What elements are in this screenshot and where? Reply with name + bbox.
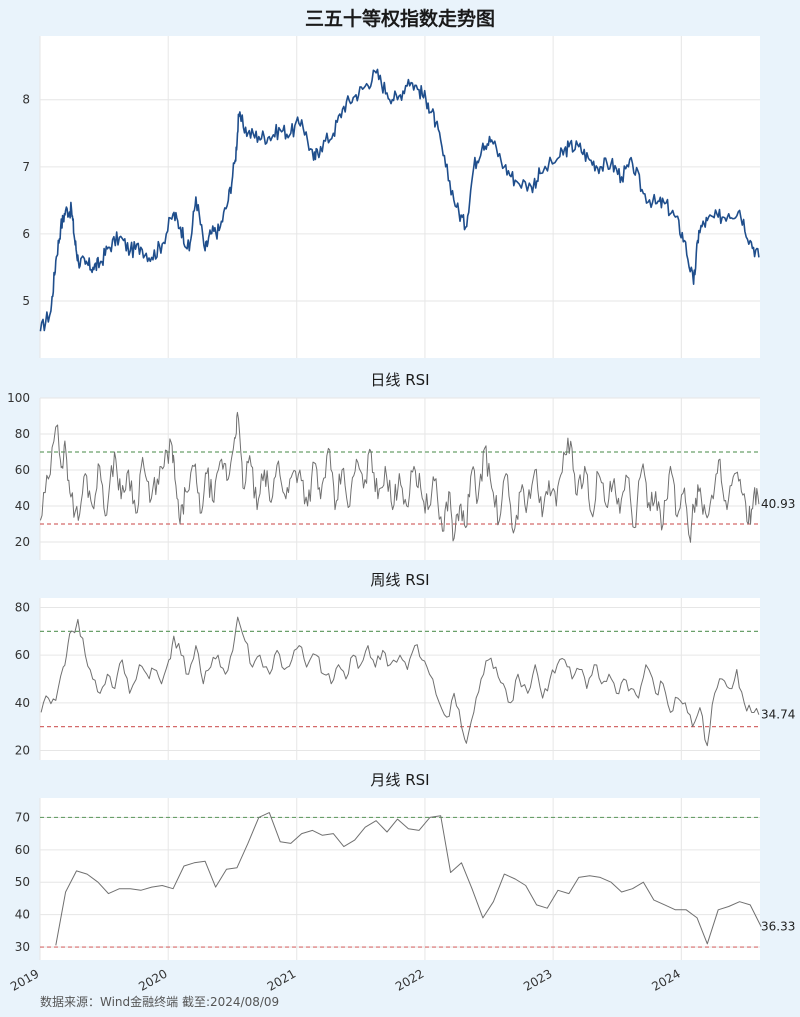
weekly_rsi-y-tick-label: 40 bbox=[15, 696, 30, 710]
weekly_rsi-y-tick-label: 80 bbox=[15, 601, 30, 615]
monthly_rsi-y-tick-label: 70 bbox=[15, 810, 30, 824]
weekly_rsi-plot-area bbox=[40, 598, 760, 760]
daily_rsi-y-tick-label: 100 bbox=[7, 391, 30, 405]
price-y-tick-label: 6 bbox=[22, 227, 30, 241]
weekly_rsi-series-line bbox=[40, 616, 760, 747]
x-axis-tick-label: 2020 bbox=[136, 966, 169, 993]
daily_rsi-y-tick-label: 40 bbox=[15, 499, 30, 513]
x-axis-tick-label: 2023 bbox=[521, 966, 554, 993]
price-y-tick-label: 5 bbox=[22, 294, 30, 308]
x-axis-tick-label: 2019 bbox=[8, 966, 41, 993]
daily_rsi-y-tick-label: 80 bbox=[15, 427, 30, 441]
monthly_rsi-y-tick-label: 60 bbox=[15, 843, 30, 857]
daily_rsi-y-tick-label: 60 bbox=[15, 463, 30, 477]
weekly_rsi-y-tick-label: 60 bbox=[15, 648, 30, 662]
monthly_rsi-series-line bbox=[55, 812, 762, 946]
data-source-note: 数据来源：Wind金融终端 截至:2024/08/09 bbox=[40, 995, 280, 1009]
price-y-tick-label: 8 bbox=[22, 93, 30, 107]
monthly_rsi-y-tick-label: 30 bbox=[15, 940, 30, 954]
weekly_rsi-last-value-label: 34.74 bbox=[761, 708, 795, 722]
chart-title: 三五十等权指数走势图 bbox=[304, 8, 495, 30]
x-axis-tick-label: 2022 bbox=[393, 966, 426, 993]
price-y-tick-label: 7 bbox=[22, 160, 30, 174]
daily_rsi-series-line bbox=[39, 411, 760, 543]
price-series-line bbox=[39, 68, 760, 332]
x-axis-tick-label: 2024 bbox=[649, 966, 682, 993]
weekly-rsi-title: 周线 RSI bbox=[370, 571, 430, 589]
daily_rsi-y-tick-label: 20 bbox=[15, 535, 30, 549]
monthly-rsi-title: 月线 RSI bbox=[370, 771, 430, 789]
monthly_rsi-last-value-label: 36.33 bbox=[761, 920, 795, 934]
price-plot-area bbox=[40, 36, 760, 358]
monthly_rsi-y-tick-label: 40 bbox=[15, 908, 30, 922]
weekly_rsi-y-tick-label: 20 bbox=[15, 743, 30, 757]
daily-rsi-title: 日线 RSI bbox=[370, 371, 430, 389]
x-axis-tick-label: 2021 bbox=[265, 966, 298, 993]
daily_rsi-last-value-label: 40.93 bbox=[761, 497, 795, 511]
monthly_rsi-y-tick-label: 50 bbox=[15, 875, 30, 889]
monthly_rsi-plot-area bbox=[40, 798, 760, 960]
